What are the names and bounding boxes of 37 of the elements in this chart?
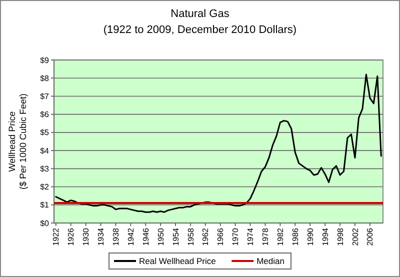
x-tick-label: 1934 bbox=[96, 227, 106, 246]
x-tick-label: 1954 bbox=[171, 227, 180, 246]
y-tick-label: $0 bbox=[40, 218, 50, 228]
y-tick-label: $3 bbox=[40, 164, 50, 174]
chart-title: Natural Gas bbox=[170, 8, 230, 20]
x-tick-label: 1990 bbox=[306, 227, 315, 246]
y-tick-label: $4 bbox=[40, 146, 50, 156]
x-tick-label: 1938 bbox=[111, 227, 120, 246]
y-tick-label: $8 bbox=[40, 74, 50, 83]
x-tick-label: 1974 bbox=[246, 227, 256, 246]
y-tick-label: $6 bbox=[40, 110, 50, 120]
x-tick-label: 2006 bbox=[366, 227, 375, 246]
y-tick-label: $7 bbox=[40, 92, 50, 102]
x-tick-label: 1922 bbox=[52, 227, 61, 246]
x-tick-label: 2002 bbox=[350, 227, 360, 246]
x-tick-label: 1994 bbox=[320, 227, 330, 246]
x-tick-label: 1962 bbox=[201, 227, 210, 246]
chart-subtitle: (1922 to 2009, December 2010 Dollars) bbox=[103, 24, 297, 36]
x-tick-label: 1946 bbox=[141, 227, 150, 246]
x-tick-label: 1978 bbox=[261, 227, 270, 246]
x-tick-label: 1942 bbox=[126, 227, 136, 246]
x-tick-label: 1926 bbox=[66, 227, 76, 246]
y-tick-label: $9 bbox=[40, 56, 50, 65]
x-tick-label: 1982 bbox=[276, 227, 285, 246]
legend-label: Real Wellhead Price bbox=[139, 256, 216, 266]
y-tick-label: $2 bbox=[40, 182, 50, 192]
legend-label: Median bbox=[256, 256, 285, 266]
y-tick-label: $5 bbox=[40, 128, 50, 138]
y-tick-label: $1 bbox=[40, 200, 50, 210]
x-tick-label: 1970 bbox=[231, 227, 240, 246]
x-tick-label: 1966 bbox=[216, 227, 226, 246]
x-tick-label: 1958 bbox=[186, 227, 196, 246]
x-tick-label: 1986 bbox=[290, 227, 300, 246]
y-axis-title: Wellhead Price ($ Per 1000 Cubic Feet) bbox=[7, 93, 28, 190]
x-tick-label: 1950 bbox=[156, 227, 166, 246]
x-tick-label: 1998 bbox=[336, 227, 345, 246]
x-tick-label: 1930 bbox=[82, 227, 91, 246]
